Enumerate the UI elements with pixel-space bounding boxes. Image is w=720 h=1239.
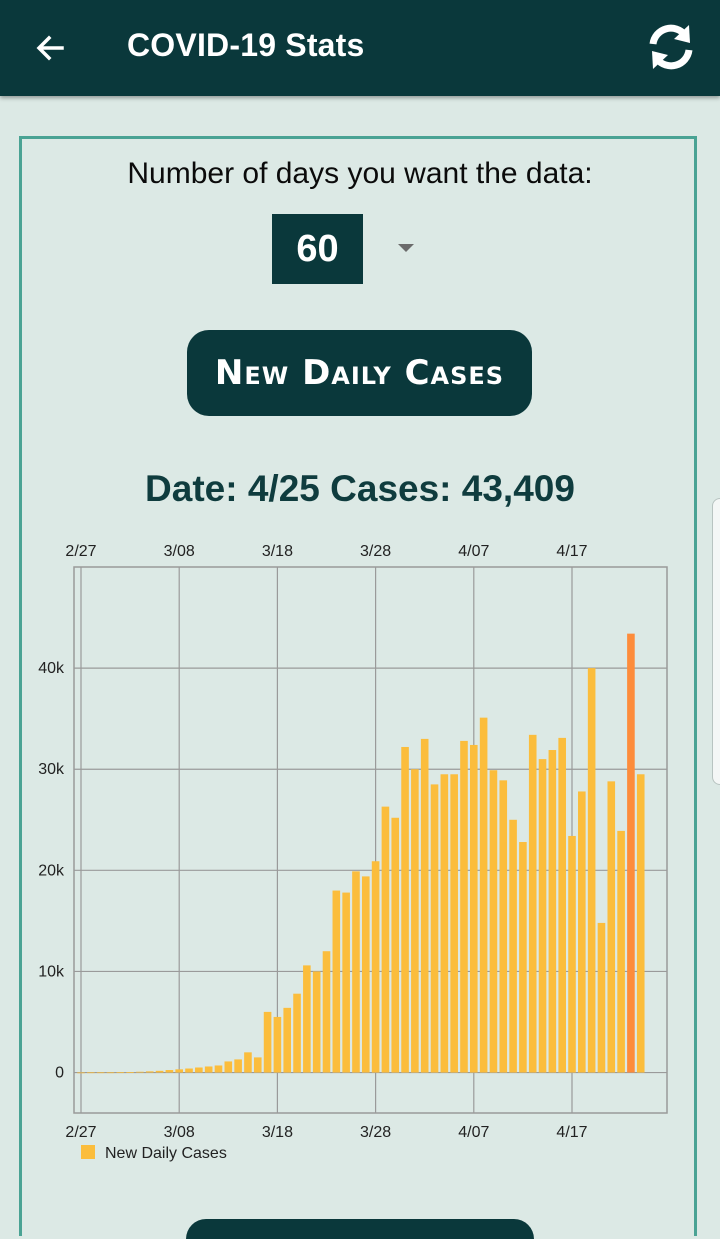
- chart-labels: 0 10k 20k 30k 40k 2/27 2/27 3/08 3/08 3/18 3/18 3/2…: [38, 543, 587, 1141]
- chevron-down-icon[interactable]: [398, 244, 414, 252]
- app-title: COVID-19 Stats: [127, 27, 365, 63]
- chart-legend: New Daily Cases: [81, 1145, 227, 1162]
- x-tick-label-top: 3/08: [164, 543, 195, 560]
- selected-date: 4/25: [247, 468, 320, 509]
- bar[interactable]: [587, 668, 596, 1073]
- bar[interactable]: [145, 1071, 154, 1073]
- bar[interactable]: [293, 993, 301, 1073]
- cases-label: Cases:: [330, 468, 452, 509]
- bar[interactable]: [391, 817, 400, 1073]
- bar[interactable]: [578, 791, 586, 1073]
- bar[interactable]: [342, 892, 350, 1073]
- x-tick-label-bottom: 4/17: [556, 1124, 587, 1141]
- bar[interactable]: [244, 1052, 252, 1073]
- bar[interactable]: [479, 717, 488, 1073]
- y-tick-label: 30k: [38, 761, 65, 778]
- bar[interactable]: [519, 842, 527, 1073]
- y-tick-label: 10k: [38, 963, 65, 980]
- legend-label: New Daily Cases: [105, 1145, 227, 1162]
- bar[interactable]: [204, 1066, 213, 1073]
- bar[interactable]: [607, 781, 616, 1073]
- bar[interactable]: [116, 1072, 125, 1074]
- bar[interactable]: [224, 1061, 233, 1073]
- x-tick-label-top: 2/27: [65, 543, 96, 560]
- bar[interactable]: [283, 1007, 292, 1073]
- bar[interactable]: [253, 1057, 262, 1073]
- bar[interactable]: [77, 1072, 85, 1074]
- bar[interactable]: [263, 1011, 272, 1073]
- x-tick-label-bottom: 2/27: [65, 1124, 96, 1141]
- bar[interactable]: [361, 876, 370, 1073]
- y-tick-label: 0: [55, 1065, 64, 1082]
- bar[interactable]: [195, 1067, 203, 1073]
- x-tick-label-top: 4/07: [458, 543, 489, 560]
- bar[interactable]: [558, 737, 566, 1073]
- bar[interactable]: [499, 780, 508, 1073]
- bar[interactable]: [322, 951, 331, 1073]
- refresh-icon[interactable]: [644, 20, 698, 74]
- plot-border: [73, 566, 668, 1114]
- new-daily-cases-chart[interactable]: 0 10k 20k 30k 40k 2/27 2/27 3/08 3/08 3/18 3/18 3/2…: [0, 530, 720, 1170]
- bar[interactable]: [165, 1070, 174, 1073]
- bar[interactable]: [234, 1059, 242, 1073]
- bar[interactable]: [401, 746, 409, 1073]
- bar[interactable]: [126, 1072, 134, 1073]
- days-select[interactable]: 60: [272, 214, 363, 284]
- bar[interactable]: [106, 1072, 115, 1074]
- y-tick-label: 20k: [38, 862, 65, 879]
- bar[interactable]: [312, 971, 321, 1073]
- bar[interactable]: [509, 819, 517, 1073]
- bar[interactable]: [430, 784, 439, 1073]
- scrollbar-handle[interactable]: [712, 498, 720, 785]
- legend-swatch: [81, 1145, 95, 1159]
- bar[interactable]: [470, 744, 478, 1073]
- bar[interactable]: [371, 861, 380, 1073]
- bar[interactable]: [460, 740, 468, 1073]
- days-prompt: Number of days you want the data:: [127, 157, 593, 190]
- bar[interactable]: [136, 1071, 144, 1073]
- chart-bars[interactable]: [77, 633, 645, 1074]
- bar[interactable]: [440, 774, 449, 1073]
- date-label: Date:: [145, 468, 238, 509]
- next-button-peek[interactable]: [186, 1219, 534, 1239]
- selected-point-readout: Date: 4/25 Cases: 43,409: [0, 468, 720, 510]
- x-tick-label-top: 4/17: [556, 543, 587, 560]
- bar[interactable]: [548, 750, 557, 1073]
- bar[interactable]: [273, 1016, 282, 1073]
- y-tick-label: 40k: [38, 660, 65, 677]
- bar[interactable]: [87, 1072, 95, 1074]
- x-tick-label-bottom: 3/18: [262, 1124, 293, 1141]
- bar[interactable]: [538, 759, 547, 1073]
- bar[interactable]: [214, 1065, 223, 1073]
- bar[interactable]: [568, 835, 576, 1073]
- bar[interactable]: [528, 734, 537, 1073]
- selected-cases: 43,409: [461, 468, 575, 509]
- bar[interactable]: [332, 890, 341, 1073]
- bar[interactable]: [617, 830, 625, 1073]
- bar[interactable]: [450, 774, 458, 1073]
- bar[interactable]: [489, 770, 498, 1073]
- app-bar: COVID-19 Stats: [0, 0, 720, 96]
- x-tick-label-bottom: 3/08: [164, 1124, 195, 1141]
- new-daily-cases-button[interactable]: New Daily Cases: [187, 330, 532, 416]
- bar[interactable]: [352, 871, 360, 1073]
- bar[interactable]: [411, 769, 419, 1073]
- bar[interactable]: [185, 1068, 193, 1073]
- bar[interactable]: [303, 965, 311, 1073]
- bar[interactable]: [597, 922, 606, 1073]
- x-tick-label-bottom: 4/07: [458, 1124, 489, 1141]
- bar[interactable]: [420, 738, 429, 1073]
- x-tick-label-bottom: 3/28: [360, 1124, 391, 1141]
- bar-highlighted[interactable]: [627, 633, 635, 1073]
- bar[interactable]: [381, 806, 390, 1073]
- x-tick-label-top: 3/18: [262, 543, 293, 560]
- bar[interactable]: [155, 1070, 164, 1073]
- bar[interactable]: [636, 774, 645, 1073]
- bar[interactable]: [175, 1069, 183, 1073]
- bar[interactable]: [96, 1072, 105, 1074]
- x-tick-label-top: 3/28: [360, 543, 391, 560]
- arrow-left-icon[interactable]: [28, 26, 72, 70]
